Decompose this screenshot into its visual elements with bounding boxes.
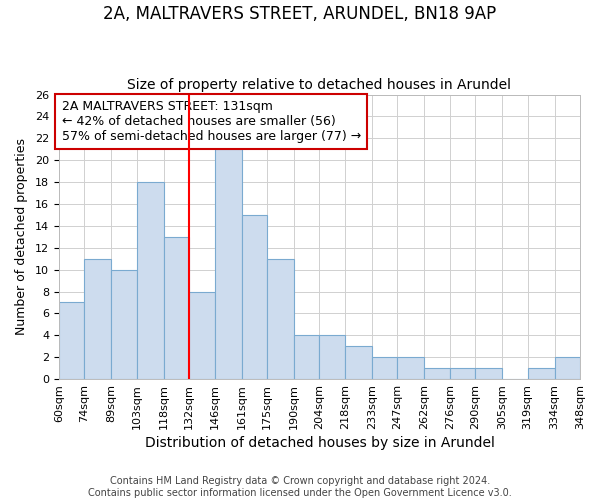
Text: Contains HM Land Registry data © Crown copyright and database right 2024.
Contai: Contains HM Land Registry data © Crown c…	[88, 476, 512, 498]
Bar	[475, 368, 502, 379]
Bar	[527, 368, 554, 379]
Text: 2A MALTRAVERS STREET: 131sqm
← 42% of detached houses are smaller (56)
57% of se: 2A MALTRAVERS STREET: 131sqm ← 42% of de…	[62, 100, 361, 143]
Bar	[319, 336, 345, 379]
Bar	[189, 292, 215, 379]
Bar	[397, 357, 424, 379]
Text: 2A, MALTRAVERS STREET, ARUNDEL, BN18 9AP: 2A, MALTRAVERS STREET, ARUNDEL, BN18 9AP	[103, 5, 497, 23]
Y-axis label: Number of detached properties: Number of detached properties	[15, 138, 28, 336]
Bar	[267, 258, 294, 379]
Bar	[59, 302, 84, 379]
X-axis label: Distribution of detached houses by size in Arundel: Distribution of detached houses by size …	[145, 436, 494, 450]
Bar	[164, 237, 189, 379]
Bar	[554, 357, 580, 379]
Bar	[84, 258, 112, 379]
Bar	[242, 215, 267, 379]
Bar	[112, 270, 137, 379]
Bar	[450, 368, 475, 379]
Title: Size of property relative to detached houses in Arundel: Size of property relative to detached ho…	[127, 78, 511, 92]
Bar	[137, 182, 164, 379]
Bar	[215, 150, 242, 379]
Bar	[424, 368, 450, 379]
Bar	[345, 346, 372, 379]
Bar	[294, 336, 319, 379]
Bar	[372, 357, 397, 379]
